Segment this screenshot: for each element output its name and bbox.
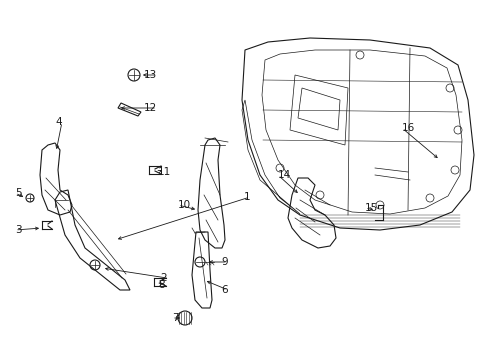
Text: 11: 11: [158, 167, 171, 177]
Text: 2: 2: [160, 273, 167, 283]
Text: 5: 5: [15, 188, 22, 198]
Text: 13: 13: [144, 70, 157, 80]
Text: 3: 3: [15, 225, 22, 235]
Text: 15: 15: [365, 203, 378, 213]
Text: 10: 10: [178, 200, 191, 210]
Text: 9: 9: [221, 257, 228, 267]
Text: 1: 1: [244, 192, 250, 202]
Text: 4: 4: [55, 117, 62, 127]
Text: 6: 6: [221, 285, 228, 295]
Text: 7: 7: [172, 313, 179, 323]
Text: 12: 12: [144, 103, 157, 113]
Text: 16: 16: [402, 123, 415, 133]
Text: 8: 8: [158, 280, 165, 290]
Text: 14: 14: [278, 170, 291, 180]
